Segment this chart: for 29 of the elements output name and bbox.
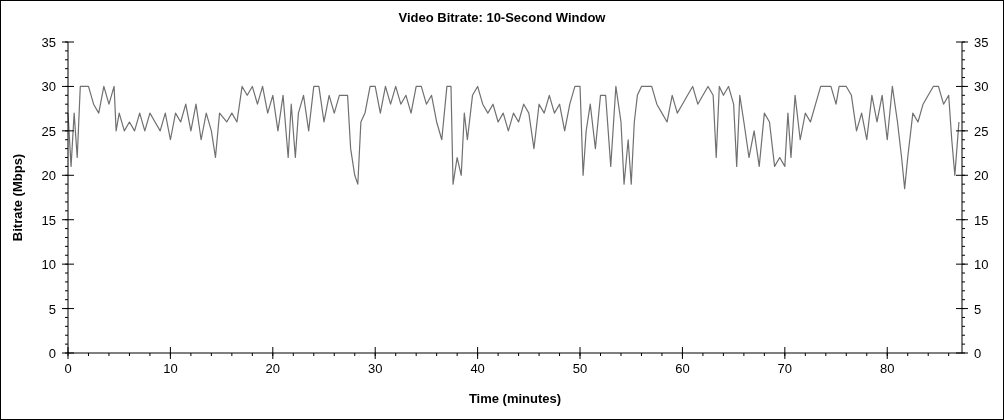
chart-title: Video Bitrate: 10-Second Window: [398, 10, 607, 25]
x-tick-label: 10: [163, 361, 178, 376]
x-tick-label: 40: [470, 361, 485, 376]
y2-tick-label: 30: [974, 79, 989, 95]
y2-tick-label: 0: [974, 346, 982, 361]
x-tick-label: 0: [64, 361, 72, 376]
x-tick-label: 50: [572, 361, 588, 376]
y-tick-label: 5: [48, 301, 56, 317]
y-tick-label: 25: [41, 123, 56, 139]
y-tick-label: 35: [41, 35, 56, 50]
y-tick-label: 30: [41, 79, 56, 95]
y-axis-title: Bitrate (Mbps): [10, 153, 25, 242]
y2-tick-label: 35: [974, 35, 989, 50]
y2-tick-label: 10: [974, 257, 989, 273]
y-tick-label: 0: [48, 346, 56, 361]
x-tick-label: 30: [367, 361, 383, 376]
y-tick-label: 10: [41, 257, 56, 273]
x-tick-label: 80: [880, 361, 895, 376]
line-series: [67, 85, 960, 190]
y-tick-label: 20: [41, 168, 56, 184]
x-tick-label: 20: [265, 361, 281, 376]
x-axis-title: Time (minutes): [468, 391, 562, 406]
x-tick-label: 70: [777, 361, 793, 376]
y-tick-label: 15: [41, 212, 56, 228]
y2-tick-label: 15: [974, 212, 989, 228]
y2-tick-label: 5: [974, 301, 982, 317]
y2-tick-label: 25: [974, 123, 989, 139]
x-tick-label: 60: [675, 361, 690, 376]
y2-tick-label: 20: [974, 168, 989, 184]
